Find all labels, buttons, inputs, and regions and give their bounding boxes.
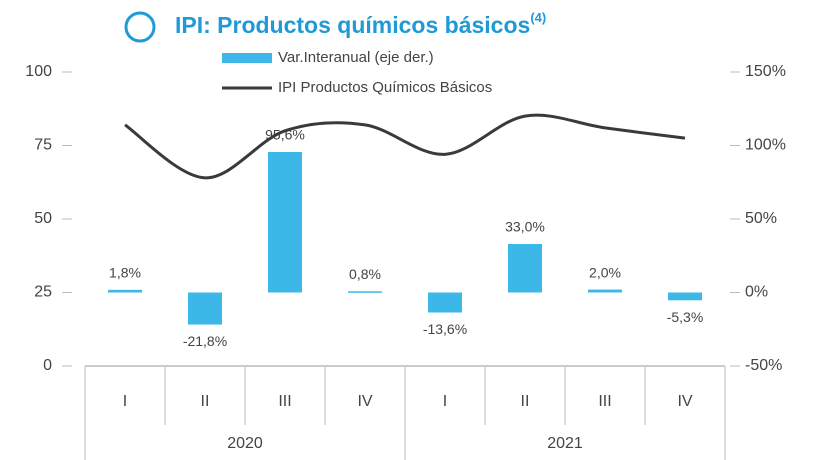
x-tick-label: I: [443, 393, 447, 410]
line: [124, 113, 686, 180]
data-label: 95,6%: [265, 127, 305, 143]
data-label: 33,0%: [505, 219, 545, 235]
x-tick-label: IV: [677, 393, 692, 410]
y2-tick-label: 150%: [745, 63, 786, 80]
year-label: 2020: [227, 435, 263, 452]
bar: [428, 292, 462, 313]
legend-label: IPI Productos Químicos Básicos: [278, 79, 492, 96]
bar: [268, 151, 302, 293]
y2-tick-label: 50%: [745, 210, 777, 227]
data-label: -21,8%: [183, 333, 227, 349]
bar: [588, 289, 622, 293]
y-tick-label: 75: [34, 137, 52, 154]
title-note: (4): [530, 10, 546, 25]
year-label: 2021: [547, 435, 583, 452]
legend-label: Var.Interanual (eje der.): [278, 49, 434, 66]
y2-tick-label: 0%: [745, 284, 768, 301]
x-tick-label: I: [123, 393, 127, 410]
title-text: IPI: Productos químicos básicos: [175, 12, 530, 38]
x-tick-label: III: [278, 393, 291, 410]
y2-tick-label: 100%: [745, 137, 786, 154]
bar: [348, 291, 382, 293]
bar: [668, 292, 702, 301]
x-tick-label: II: [521, 393, 530, 410]
y-tick-label: 0: [43, 357, 52, 374]
bar: [188, 292, 222, 325]
x-tick-label: III: [598, 393, 611, 410]
legend-swatch: [222, 53, 272, 63]
y2-tick-label: -50%: [745, 357, 782, 374]
data-label: -13,6%: [423, 321, 467, 337]
title-icon: [124, 11, 156, 43]
bar: [508, 243, 542, 293]
data-label: 1,8%: [109, 265, 141, 281]
y-tick-label: 100: [25, 63, 52, 80]
x-tick-label: II: [201, 393, 210, 410]
x-tick-label: IV: [357, 393, 372, 410]
y-tick-label: 25: [34, 284, 52, 301]
data-label: 2,0%: [589, 264, 621, 280]
data-label: -5,3%: [667, 309, 704, 325]
data-label: 0,8%: [349, 266, 381, 282]
chart-title: IPI: Productos químicos básicos(4): [175, 10, 546, 38]
y-tick-label: 50: [34, 210, 52, 227]
bar: [108, 289, 142, 293]
